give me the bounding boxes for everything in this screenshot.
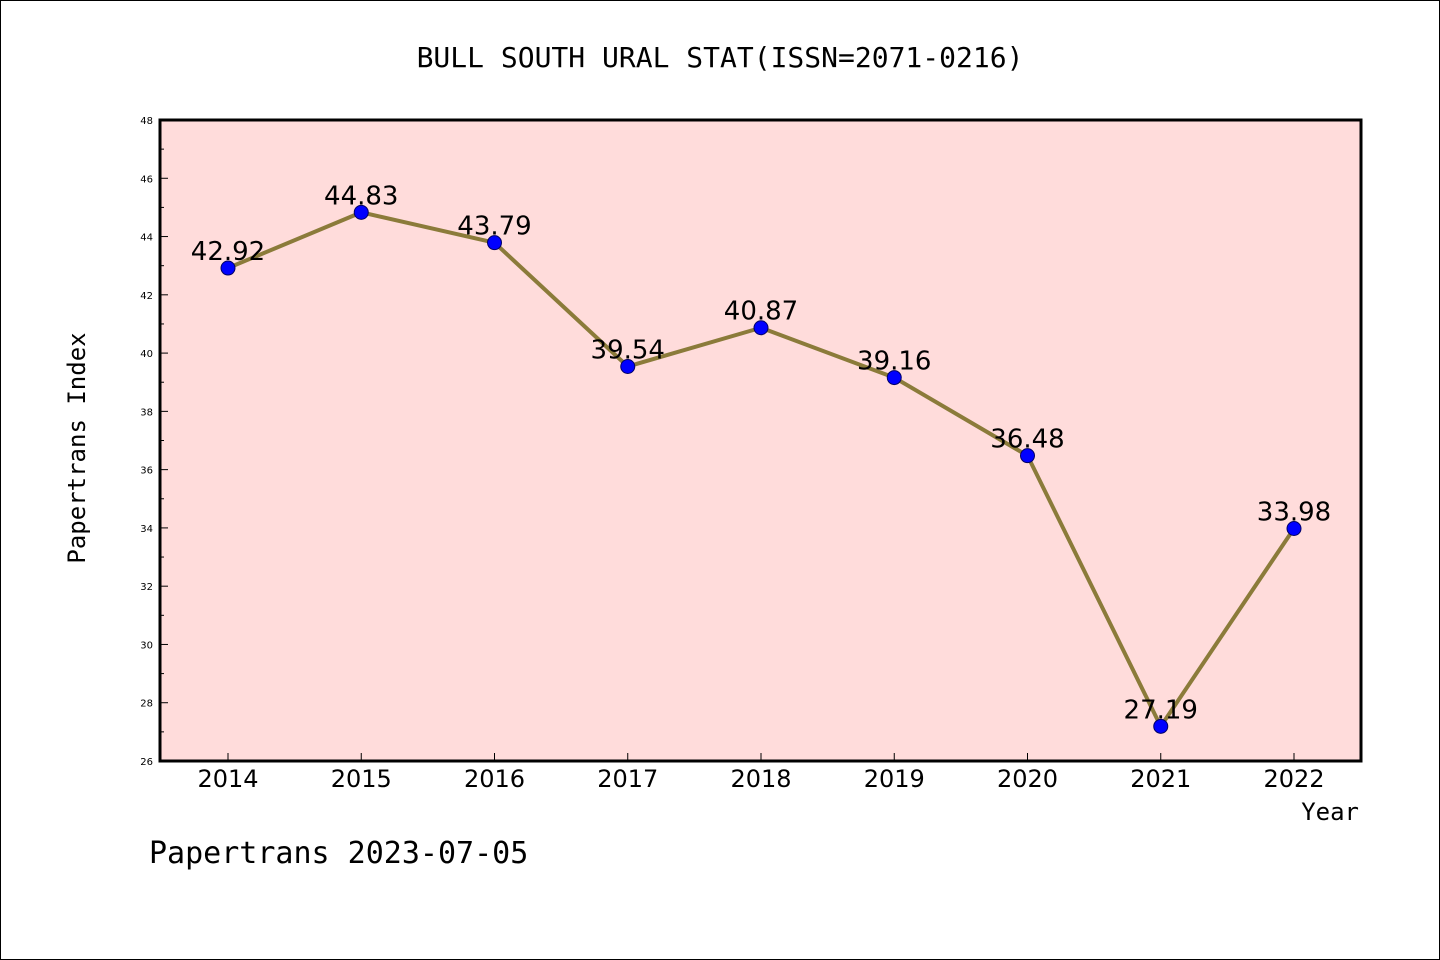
y-tick-label: 28 bbox=[140, 699, 153, 710]
series-group bbox=[220, 204, 1302, 734]
y-tick-label: 42 bbox=[140, 291, 153, 302]
y-tick-label: 32 bbox=[140, 582, 153, 593]
x-tick-label: 2020 bbox=[997, 765, 1058, 793]
y-tick-label: 36 bbox=[140, 466, 153, 477]
x-axis-title: Year bbox=[1301, 798, 1359, 826]
x-tick-label: 2017 bbox=[597, 765, 658, 793]
data-label: 42.92 bbox=[191, 237, 265, 267]
y-tick-label: 30 bbox=[140, 640, 153, 651]
y-tick-label: 44 bbox=[140, 233, 153, 244]
x-axis-ticks: 2014 2015 2016 2017 2018 2019 2020 2021 2022 bbox=[197, 753, 1325, 793]
data-point bbox=[1020, 448, 1035, 464]
x-tick-label: 2021 bbox=[1130, 765, 1191, 793]
y-axis-ticks: 26 28 30 32 34 36 38 40 42 44 46 48 bbox=[140, 116, 168, 768]
data-label: 39.54 bbox=[591, 335, 665, 365]
y-tick-label: 38 bbox=[140, 407, 153, 418]
data-label: 40.87 bbox=[724, 297, 798, 327]
data-point bbox=[1286, 520, 1302, 536]
x-tick-label: 2016 bbox=[464, 765, 525, 793]
footer-text: Papertrans 2023-07-05 bbox=[149, 836, 528, 871]
chart-title: BULL SOUTH URAL STAT(ISSN=2071-0216) bbox=[417, 41, 1024, 74]
data-point bbox=[886, 370, 902, 386]
data-labels: 42.92 44.83 43.79 39.54 40.87 39.16 36.48 27.19… bbox=[191, 181, 1331, 725]
data-label: 43.79 bbox=[457, 212, 531, 242]
data-label: 27.19 bbox=[1124, 695, 1198, 725]
y-tick-label: 48 bbox=[140, 116, 153, 127]
plot-area bbox=[158, 118, 1363, 763]
data-label: 44.83 bbox=[324, 181, 398, 211]
data-label: 39.16 bbox=[857, 347, 931, 377]
x-tick-label: 2018 bbox=[730, 765, 791, 793]
data-point bbox=[487, 235, 502, 251]
data-point bbox=[1153, 718, 1169, 734]
y-axis-title: Papertrans Index bbox=[63, 332, 91, 563]
y-tick-label: 26 bbox=[140, 757, 153, 768]
y-tick-label: 40 bbox=[140, 349, 153, 360]
x-tick-label: 2014 bbox=[197, 765, 258, 793]
data-point bbox=[220, 260, 236, 276]
data-label: 36.48 bbox=[990, 425, 1064, 455]
data-point bbox=[753, 320, 769, 336]
x-tick-label: 2022 bbox=[1263, 765, 1324, 793]
data-point bbox=[620, 358, 636, 374]
x-tick-label: 2019 bbox=[864, 765, 925, 793]
data-point bbox=[353, 204, 369, 220]
x-tick-label: 2015 bbox=[331, 765, 392, 793]
y-tick-label: 46 bbox=[140, 174, 153, 185]
y-tick-label: 34 bbox=[140, 524, 153, 535]
data-label: 33.98 bbox=[1257, 497, 1331, 527]
